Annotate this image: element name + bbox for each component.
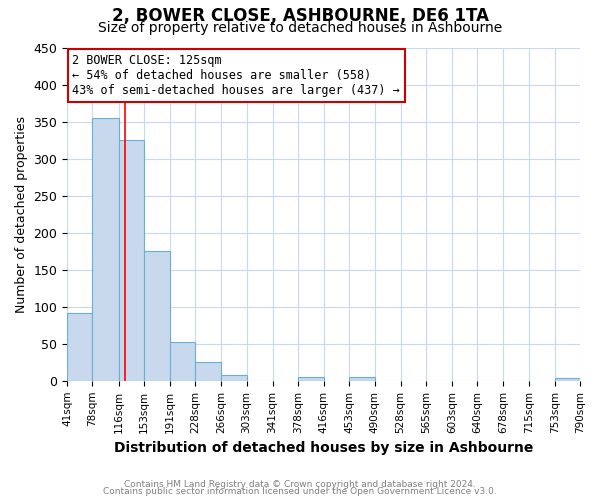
- Bar: [221, 375, 247, 381]
- Bar: [195, 362, 221, 381]
- Bar: [298, 377, 324, 381]
- Bar: [92, 118, 119, 381]
- Bar: [144, 251, 170, 381]
- Text: Contains HM Land Registry data © Crown copyright and database right 2024.: Contains HM Land Registry data © Crown c…: [124, 480, 476, 489]
- Bar: [67, 314, 92, 381]
- Bar: [170, 342, 195, 381]
- X-axis label: Distribution of detached houses by size in Ashbourne: Distribution of detached houses by size …: [114, 441, 533, 455]
- Text: Contains public sector information licensed under the Open Government Licence v3: Contains public sector information licen…: [103, 487, 497, 496]
- Text: 2, BOWER CLOSE, ASHBOURNE, DE6 1TA: 2, BOWER CLOSE, ASHBOURNE, DE6 1TA: [112, 8, 488, 26]
- Bar: [554, 378, 580, 381]
- Bar: [349, 377, 374, 381]
- Y-axis label: Number of detached properties: Number of detached properties: [15, 116, 28, 312]
- Text: 2 BOWER CLOSE: 125sqm
← 54% of detached houses are smaller (558)
43% of semi-det: 2 BOWER CLOSE: 125sqm ← 54% of detached …: [72, 54, 400, 97]
- Text: Size of property relative to detached houses in Ashbourne: Size of property relative to detached ho…: [98, 21, 502, 35]
- Bar: [119, 140, 144, 381]
